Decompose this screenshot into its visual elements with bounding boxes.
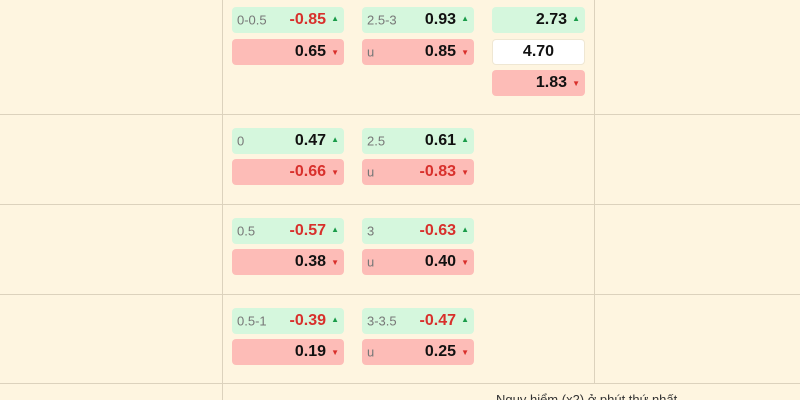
odds-value: 0.38 — [294, 253, 326, 270]
total-over-odds[interactable]: 2.5 0.61 ▲ — [362, 128, 474, 154]
odds-value: -0.63 — [419, 222, 456, 239]
handicap-away-odds[interactable]: 0.65 ▼ — [232, 39, 344, 65]
total-line-label: 2.5-3 — [367, 12, 397, 28]
odds-value: 0.25 — [424, 343, 456, 360]
odds-value: 0.85 — [424, 43, 456, 60]
event-note: Nguy hiểm (x2) ở phút thứ nhất — [496, 392, 678, 400]
row-divider — [0, 383, 800, 384]
odds-value: -0.85 — [289, 11, 326, 28]
odds-value: 0.65 — [294, 43, 326, 60]
arrow-up-icon: ▲ — [331, 314, 339, 324]
odds-value: 0.61 — [424, 132, 456, 149]
row-divider — [0, 114, 800, 115]
total-line-label: 2.5 — [367, 133, 386, 149]
arrow-down-icon: ▼ — [461, 168, 469, 178]
odds-value: 0.93 — [424, 11, 456, 28]
handicap-away-odds[interactable]: -0.66 ▼ — [232, 159, 344, 185]
arrow-down-icon: ▼ — [572, 79, 580, 89]
arrow-down-icon: ▼ — [331, 348, 339, 358]
arrow-up-icon: ▲ — [331, 13, 339, 23]
odds-value: 2.73 — [535, 11, 567, 28]
arrow-up-icon: ▲ — [461, 224, 469, 234]
odds-value: -0.47 — [419, 312, 456, 329]
odds-value: 1.83 — [535, 74, 567, 91]
arrow-down-icon: ▼ — [461, 258, 469, 268]
handicap-away-odds[interactable]: 0.19 ▼ — [232, 339, 344, 365]
total-over-odds[interactable]: 3-3.5 -0.47 ▲ — [362, 308, 474, 334]
handicap-home-odds[interactable]: 0.5 -0.57 ▲ — [232, 218, 344, 244]
euro-home-odds[interactable]: 2.73 ▲ — [492, 7, 585, 33]
handicap-line-label: 0.5 — [237, 223, 256, 239]
handicap-home-odds[interactable]: 0 0.47 ▲ — [232, 128, 344, 154]
total-line-label: 3-3.5 — [367, 313, 397, 329]
arrow-down-icon: ▼ — [331, 48, 339, 58]
odds-value: -0.57 — [289, 222, 326, 239]
handicap-line-label: 0-0.5 — [237, 12, 267, 28]
total-under-odds[interactable]: u 0.40 ▼ — [362, 249, 474, 275]
under-label: u — [367, 254, 375, 270]
euro-away-odds[interactable]: 1.83 ▼ — [492, 70, 585, 96]
euro-draw-odds[interactable]: 4.70 — [492, 39, 585, 65]
odds-value: -0.66 — [289, 163, 326, 180]
total-line-label: 3 — [367, 223, 375, 239]
arrow-up-icon: ▲ — [461, 13, 469, 23]
arrow-up-icon: ▲ — [572, 13, 580, 23]
arrow-down-icon: ▼ — [461, 348, 469, 358]
total-under-odds[interactable]: u 0.85 ▼ — [362, 39, 474, 65]
handicap-home-odds[interactable]: 0-0.5 -0.85 ▲ — [232, 7, 344, 33]
handicap-away-odds[interactable]: 0.38 ▼ — [232, 249, 344, 275]
under-label: u — [367, 44, 375, 60]
total-under-odds[interactable]: u 0.25 ▼ — [362, 339, 474, 365]
arrow-up-icon: ▲ — [461, 134, 469, 144]
row-divider — [0, 204, 800, 205]
handicap-line-label: 0.5-1 — [237, 313, 267, 329]
odds-value: -0.83 — [419, 163, 456, 180]
arrow-down-icon: ▼ — [331, 168, 339, 178]
column-divider-right — [594, 0, 595, 384]
odds-value: 0.47 — [294, 132, 326, 149]
arrow-down-icon: ▼ — [331, 258, 339, 268]
total-over-odds[interactable]: 3 -0.63 ▲ — [362, 218, 474, 244]
odds-value: 0.40 — [424, 253, 456, 270]
handicap-line-label: 0 — [237, 133, 245, 149]
arrow-up-icon: ▲ — [331, 134, 339, 144]
column-divider-left — [222, 0, 223, 400]
row-divider — [0, 294, 800, 295]
arrow-up-icon: ▲ — [461, 314, 469, 324]
odds-value: 0.19 — [294, 343, 326, 360]
arrow-up-icon: ▲ — [331, 224, 339, 234]
arrow-down-icon: ▼ — [461, 48, 469, 58]
total-over-odds[interactable]: 2.5-3 0.93 ▲ — [362, 7, 474, 33]
under-label: u — [367, 344, 375, 360]
total-under-odds[interactable]: u -0.83 ▼ — [362, 159, 474, 185]
odds-value: -0.39 — [289, 312, 326, 329]
odds-value: 4.70 — [522, 43, 555, 60]
handicap-home-odds[interactable]: 0.5-1 -0.39 ▲ — [232, 308, 344, 334]
under-label: u — [367, 164, 375, 180]
